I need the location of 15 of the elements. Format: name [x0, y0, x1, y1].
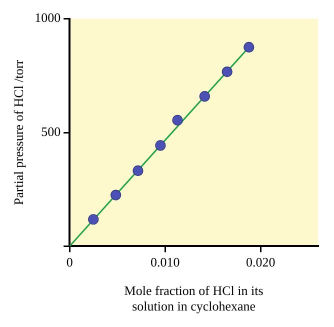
y-tick-label: 500 [41, 124, 61, 139]
point [110, 190, 122, 200]
point [155, 140, 166, 151]
point [88, 214, 99, 225]
x-tick-label: 0 [66, 254, 73, 270]
y-axis-title: Partial pressure of HCl /torr [11, 59, 26, 206]
y-tick-label: 1000 [34, 10, 61, 26]
point [132, 165, 144, 176]
x-axis-title: Mole fraction of HCl in its solution in cyclohexane [124, 283, 264, 314]
point [199, 91, 210, 102]
x-tick-label: 0.010 [150, 254, 180, 270]
point [222, 66, 232, 78]
point [172, 114, 183, 126]
x-tick-label: 0.020 [246, 254, 276, 270]
point [244, 42, 254, 53]
